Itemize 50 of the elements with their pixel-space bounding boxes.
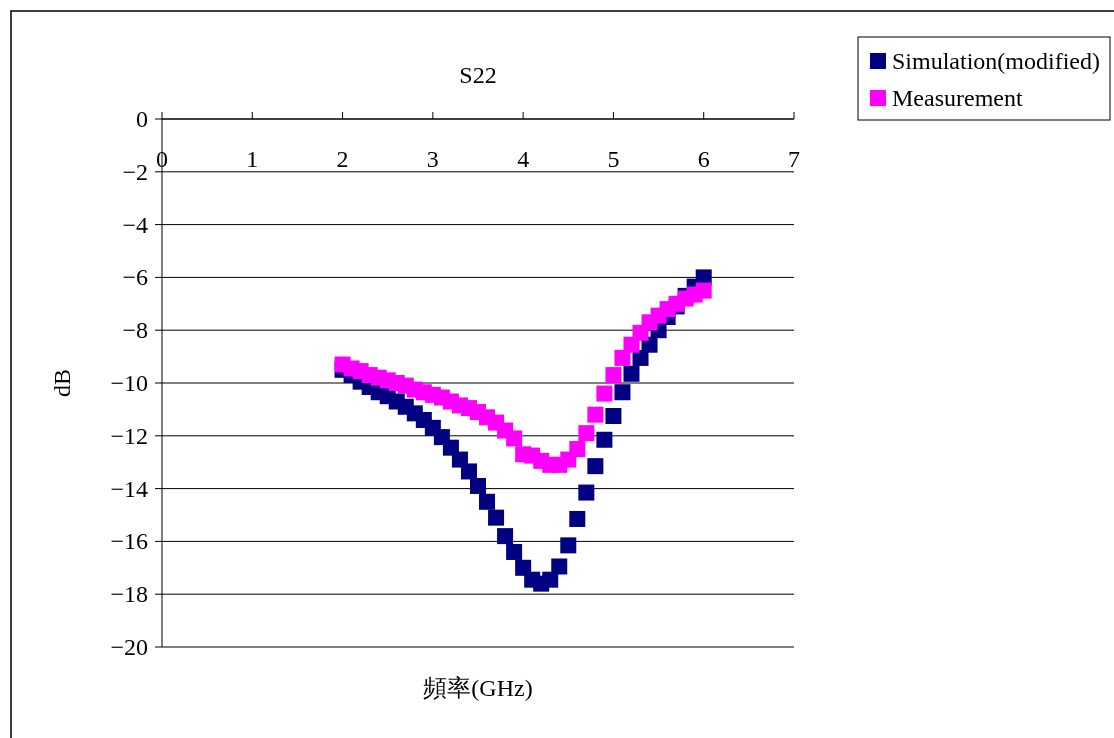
point	[614, 384, 631, 401]
x-axis-title: 頻率(GHz)	[423, 675, 533, 701]
point	[506, 543, 523, 560]
point	[542, 571, 559, 588]
point	[578, 425, 595, 442]
point	[578, 484, 595, 501]
point	[605, 367, 622, 384]
point	[479, 493, 496, 510]
x-tick-label: 4	[517, 146, 530, 172]
y-tick-label: −4	[122, 211, 148, 238]
point	[497, 528, 514, 545]
point	[587, 406, 604, 423]
x-tick-label: 5	[607, 146, 620, 172]
point	[470, 477, 486, 494]
x-tick-label: 2	[336, 146, 349, 172]
point	[614, 349, 631, 366]
chart-title: S22	[459, 62, 497, 88]
x-tick-label: 1	[246, 146, 259, 172]
point	[506, 430, 523, 447]
y-tick-label: −12	[110, 422, 148, 449]
point	[488, 509, 505, 526]
x-tick-label: 6	[697, 146, 710, 172]
y-tick-label: −2	[122, 158, 148, 185]
point	[460, 463, 477, 480]
point	[695, 282, 712, 299]
y-tick-label: −20	[110, 634, 148, 660]
y-tick-label: 0	[136, 106, 148, 132]
y-tick-label: −16	[110, 528, 148, 555]
x-tick-label: 0	[156, 146, 168, 172]
y-tick-label: −8	[122, 317, 148, 344]
y-tick-label: −14	[110, 475, 148, 502]
y-tick-label: −18	[110, 581, 148, 608]
point	[560, 537, 577, 554]
x-tick-label: 7	[788, 146, 800, 172]
point	[605, 408, 622, 424]
y-tick-label: −6	[122, 264, 148, 291]
y-axis-title: dB	[49, 368, 75, 398]
point	[623, 365, 640, 382]
x-tick-label: 3	[426, 146, 439, 172]
point	[551, 558, 568, 575]
point	[596, 431, 613, 448]
point	[569, 441, 586, 457]
point	[623, 336, 640, 353]
y-tick-label: −10	[110, 370, 148, 396]
legend-label: Simulation(modified)	[892, 48, 1100, 74]
plot: 0 −2 −4 −6 −8 −10 −12 −14 −16 −18 −20 0 1 2 3 4 5 6 7	[110, 106, 800, 660]
point	[587, 458, 604, 475]
legend-label: Measurement	[892, 85, 1023, 111]
point	[569, 510, 586, 527]
point	[596, 385, 613, 402]
